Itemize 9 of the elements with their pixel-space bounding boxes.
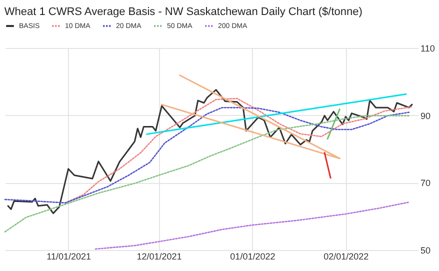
x-tick-label: 11/01/2021 (46, 252, 91, 262)
chart-title: Wheat 1 CWRS Average Basis - NW Saskatchewan Daily Chart ($/tonne) (4, 6, 362, 18)
y-tick-label: 110 (420, 44, 435, 54)
x-tick-label: 02/01/2022 (324, 252, 369, 262)
x-tick-label: 12/01/2021 (136, 252, 182, 262)
y-tick-label: 70 (420, 178, 431, 188)
x-tick-label: 01/01/2022 (230, 252, 276, 262)
y-tick-label: 90 (420, 110, 431, 121)
y-tick-label: 50 (420, 246, 431, 256)
